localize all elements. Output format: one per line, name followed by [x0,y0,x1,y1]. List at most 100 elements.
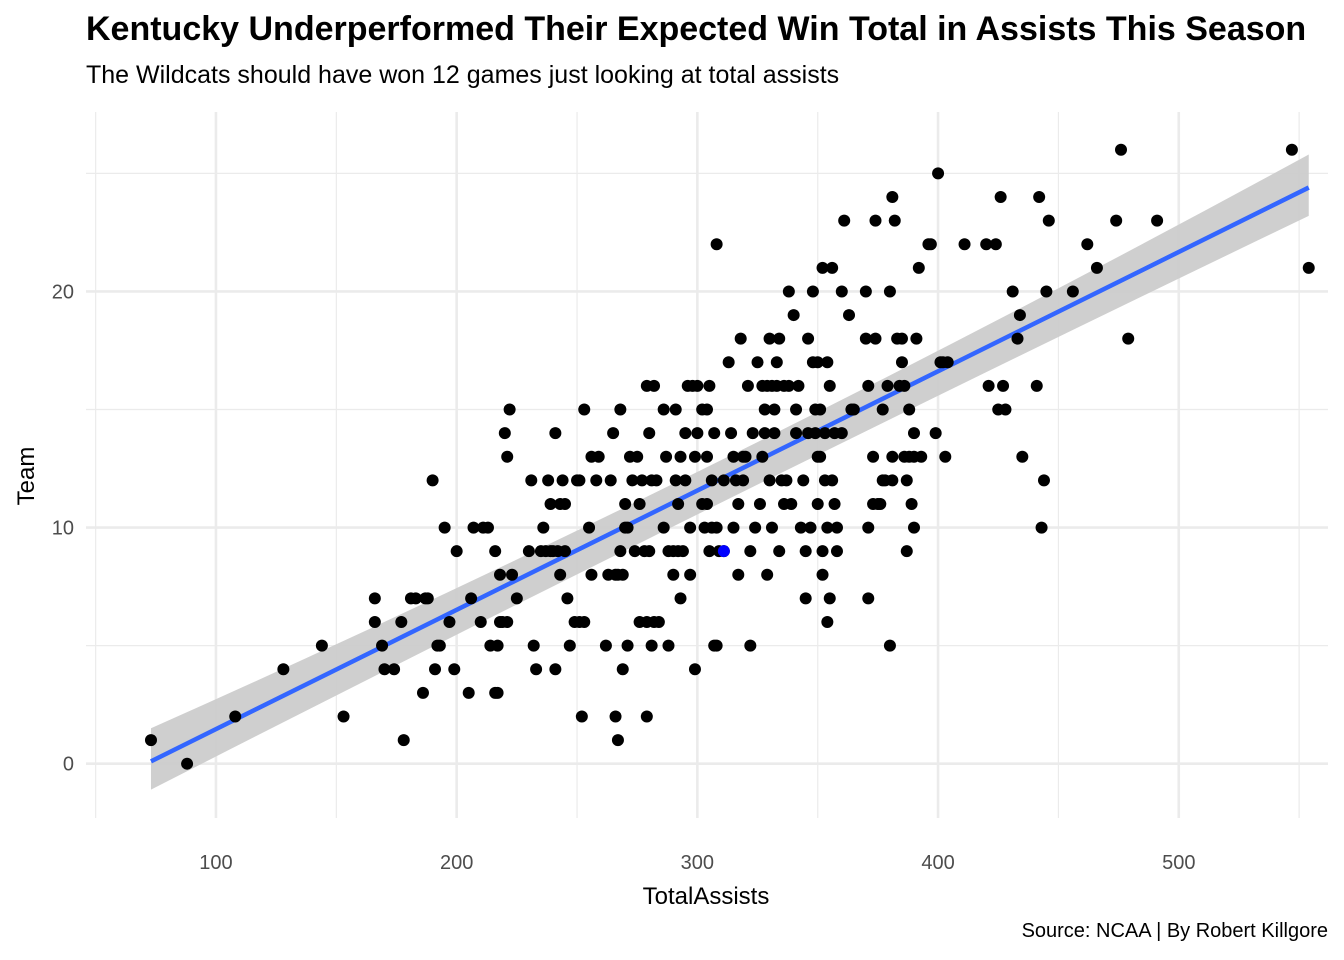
data-point [994,191,1007,204]
data-point [1016,450,1029,463]
data-point [705,474,718,487]
data-point [835,285,848,298]
data-point [181,757,194,770]
data-point [898,379,911,392]
data-point [1285,143,1298,156]
data-point [768,403,781,416]
data-point [1006,285,1019,298]
data-point [1033,191,1046,204]
data-point [862,521,875,534]
data-point [958,238,971,251]
tick-labels: 100 200 300 400 500 0 10 20 [52,281,1196,874]
data-point [315,639,328,652]
data-point [465,592,478,605]
data-point [982,379,995,392]
data-point [811,497,824,510]
data-point [843,309,856,322]
data-point [691,379,704,392]
data-point [679,474,692,487]
data-point [924,238,937,251]
data-point [710,521,723,534]
data-point [809,427,822,440]
data-point [997,379,1010,392]
data-point [501,450,514,463]
data-point [888,214,901,227]
data-point [794,521,807,534]
data-point [491,639,504,652]
data-point [549,663,562,676]
data-point [830,545,843,558]
data-point [684,521,697,534]
data-point [722,356,735,369]
data-point [908,521,920,534]
data-point [542,474,555,487]
data-point [830,521,843,534]
regression-line-layer [149,185,1310,764]
data-point [609,710,622,723]
data-point [643,427,656,440]
data-point [674,450,687,463]
data-point [592,450,605,463]
data-point [1302,261,1315,274]
data-point [821,521,834,534]
data-point [614,403,627,416]
data-point [1066,285,1079,298]
data-point [578,403,591,416]
x-tick-label: 500 [1162,852,1195,874]
data-point [585,568,598,581]
data-point [433,639,446,652]
data-point [616,663,629,676]
data-point [780,474,793,487]
data-point [739,450,752,463]
data-point [1011,332,1024,345]
data-point [732,497,745,510]
data-point [1081,238,1094,251]
data-point [787,309,800,322]
data-point [915,450,928,463]
data-point [818,427,831,440]
data-point [688,663,701,676]
data-point [753,497,766,510]
data-point [703,545,716,558]
points-layer [144,143,1315,770]
data-point [501,616,514,629]
data-point [908,427,920,440]
data-point [558,545,571,558]
data-point [1090,261,1103,274]
data-point [804,521,817,534]
data-point [144,734,157,747]
data-point [368,592,381,605]
x-tick-label: 100 [199,852,232,874]
data-point [650,474,663,487]
data-point [443,616,456,629]
data-point [628,545,641,558]
data-point [416,686,429,699]
data-point [932,167,945,180]
data-point [980,238,993,251]
y-tick-label: 10 [52,518,74,540]
data-point [277,663,290,676]
data-point [1013,309,1026,322]
data-point [494,568,506,581]
data-point [498,427,511,440]
data-point [862,592,875,605]
data-point [583,521,596,534]
data-point [886,450,899,463]
data-point [467,521,480,534]
data-point [626,474,639,487]
data-point [378,663,391,676]
data-point [765,521,778,534]
data-point [862,379,875,392]
data-point [556,474,569,487]
data-point [537,521,550,534]
data-point [773,545,786,558]
data-point [1110,214,1123,227]
data-point [741,379,754,392]
data-point [652,616,665,629]
data-point [828,497,841,510]
data-point [816,568,829,581]
data-point [421,592,434,605]
data-point [876,403,889,416]
data-point [912,261,925,274]
